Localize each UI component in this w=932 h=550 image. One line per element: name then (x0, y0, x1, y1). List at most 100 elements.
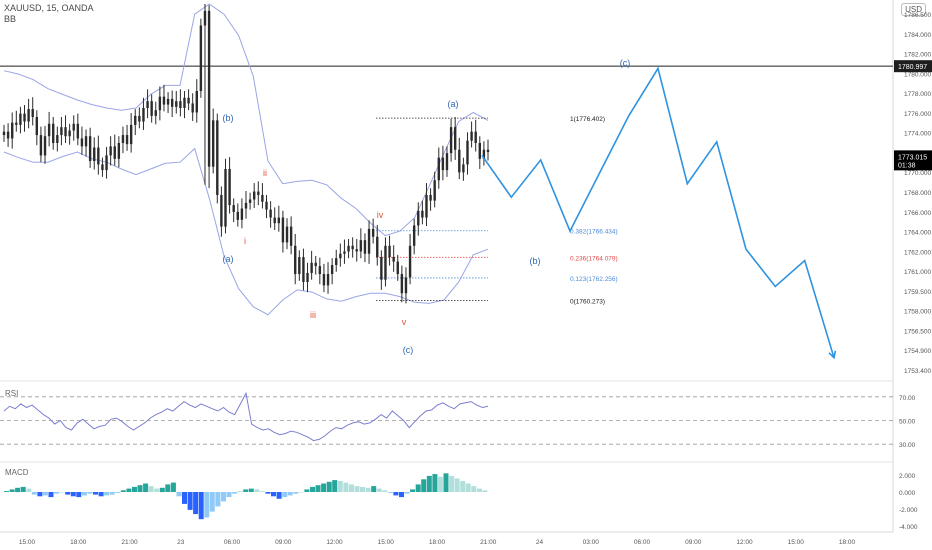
candle-body (68, 130, 71, 137)
macd-histogram-bar (143, 483, 149, 492)
candle-body (482, 149, 486, 159)
candle-body (191, 103, 194, 113)
candle-body (76, 123, 80, 139)
wave-label: (b) (223, 113, 234, 123)
macd-histogram-bar (259, 491, 265, 492)
candle-body (449, 127, 453, 154)
candle-body (412, 225, 416, 246)
candle-body (359, 240, 363, 252)
macd-histogram-bar (187, 492, 193, 510)
price-tick-label: 1786.500 (904, 12, 931, 19)
macd-histogram-bar (109, 492, 115, 495)
macd-histogram-bar (437, 476, 443, 492)
wave-projection-path[interactable] (481, 66, 835, 358)
fib-level-label: 0.236(1764.079) (570, 255, 618, 262)
wave-label: iii (310, 310, 316, 320)
candle-body (396, 261, 399, 275)
fib-level-label: 0.123(1762.256) (570, 276, 618, 283)
candle-body (306, 272, 309, 282)
candle-body (322, 274, 326, 286)
price-tick-label: 1768.000 (904, 190, 931, 197)
wave-label: ii (263, 168, 267, 178)
macd-histogram-bar (93, 492, 98, 495)
time-tick-label: 12:00 (736, 539, 753, 546)
macd-histogram-bar (70, 492, 76, 497)
macd-histogram-bar (404, 492, 410, 494)
price-axis: 1786.500 1784.000 1782.000 1780.000 1778.000… (894, 12, 932, 375)
candle-body (388, 245, 391, 258)
candle-body (80, 138, 84, 147)
candle-body (335, 258, 338, 266)
candle-body (445, 153, 449, 171)
macd-histogram-bar (421, 479, 427, 493)
macd-histogram-bar (87, 492, 93, 494)
candle-body (384, 245, 387, 280)
macd-histogram-bar (443, 473, 449, 492)
candle-body (47, 123, 51, 137)
horizontal-line-price-label: 1780.997 (898, 64, 927, 71)
candle-body (371, 228, 375, 237)
candle-body (2, 131, 6, 136)
time-tick-label: 09:00 (685, 539, 702, 546)
candle-body (318, 266, 322, 275)
macd-histogram-bar (98, 492, 104, 497)
rsi-tick-label: 70.00 (899, 395, 916, 402)
fib-level-label: 0(1760.273) (570, 298, 605, 305)
candle-body (289, 226, 293, 246)
macd-histogram-bar (81, 492, 87, 496)
macd-histogram-bar (382, 490, 388, 492)
wave-label: (a) (223, 254, 234, 264)
price-tick-label: 1756.500 (904, 328, 931, 335)
macd-histogram-bar (20, 486, 26, 492)
candle-body (11, 122, 14, 139)
macd-histogram-bar (271, 492, 276, 497)
candle-body (93, 147, 96, 162)
candle-body (453, 127, 457, 150)
candle-body (142, 107, 145, 122)
macd-histogram-bar (226, 492, 232, 498)
symbol-title: XAUUSD, 15, OANDA (4, 3, 94, 13)
candle-body (31, 109, 34, 117)
bar-countdown-label: 01:38 (898, 162, 916, 169)
candle-body (121, 135, 125, 143)
candle-body (417, 210, 420, 226)
candle-body (244, 202, 248, 209)
macd-histogram-bar (310, 486, 315, 492)
macd-histogram-bar (360, 486, 365, 492)
candle-body (72, 123, 75, 131)
macd-histogram-bar (209, 492, 215, 512)
macd-histogram-bar (399, 492, 404, 498)
candle-body (462, 164, 465, 173)
candle-body (195, 91, 198, 113)
price-tick-label: 1774.000 (904, 131, 931, 138)
currency-badge[interactable]: USD (901, 3, 926, 16)
candle-body (433, 180, 436, 201)
macd-histogram-bar (115, 492, 121, 493)
macd-histogram-bar (65, 492, 71, 495)
candle-body (458, 149, 461, 173)
candle-body (183, 97, 186, 108)
candle-body (404, 277, 408, 294)
macd-label: MACD (5, 468, 29, 477)
candle-body (339, 253, 342, 259)
candle-body (343, 251, 346, 254)
macd-histogram-bar (182, 492, 187, 504)
candle-body (6, 131, 10, 139)
macd-histogram-bar (148, 486, 154, 492)
macd-histogram-bar (354, 486, 360, 492)
candle-body (363, 240, 367, 254)
candle-body (27, 109, 30, 122)
candle-body (248, 199, 252, 203)
time-tick-label: 18:00 (70, 539, 87, 546)
macd-histogram-bar (343, 482, 349, 492)
candle-body (138, 115, 141, 122)
macd-histogram-bar (371, 486, 377, 492)
candle-body (257, 191, 260, 195)
macd-histogram-bar (326, 481, 332, 492)
candle-body (60, 127, 63, 136)
macd-histogram-bar (204, 492, 210, 518)
macd-histogram-bar (387, 492, 393, 493)
candle-body (294, 245, 297, 275)
